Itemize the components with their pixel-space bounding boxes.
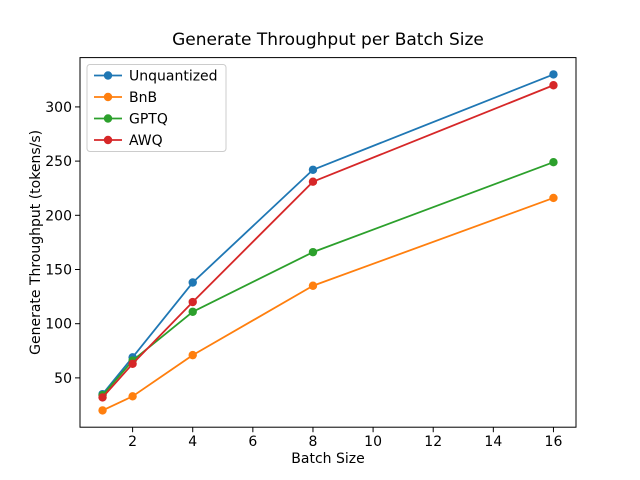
data-point-gptq xyxy=(549,157,558,167)
x-tick-label: 4 xyxy=(188,434,197,450)
legend-label-gptq: GPTQ xyxy=(129,112,168,128)
legend-label-bnb: BnB xyxy=(129,90,157,106)
data-point-bnb xyxy=(549,193,558,203)
data-point-awq xyxy=(128,359,137,368)
data-point-bnb xyxy=(308,281,318,290)
data-point-gptq xyxy=(188,307,197,316)
data-point-awq xyxy=(549,81,558,90)
data-point-bnb xyxy=(128,392,137,401)
x-tick-label: 10 xyxy=(364,434,382,450)
x-tick-label: 16 xyxy=(545,434,563,450)
data-point-bnb xyxy=(98,406,107,415)
legend-marker-bnb xyxy=(103,92,113,102)
series-layer xyxy=(98,70,558,415)
data-point-unquantized xyxy=(549,70,558,79)
data-point-gptq xyxy=(308,247,318,257)
axes-frame xyxy=(79,57,577,428)
data-point-unquantized xyxy=(188,278,197,287)
tick-layer: 2 4 6 8 10 12 14 16 50 100 150 200 250 300 xyxy=(45,100,562,450)
data-point-bnb xyxy=(188,350,197,360)
chart-title: Generate Throughput per Batch Size xyxy=(172,30,484,50)
x-tick-label: 12 xyxy=(424,434,442,450)
y-tick-label: 150 xyxy=(45,262,72,278)
legend: Unquantized BnB GPTQ AWQ xyxy=(86,64,227,152)
x-tick-label: 6 xyxy=(248,434,257,450)
y-tick-label: 250 xyxy=(45,154,72,170)
x-tick-label: 2 xyxy=(128,434,137,450)
y-tick-label: 200 xyxy=(45,208,72,224)
x-tick-label: 8 xyxy=(309,434,318,450)
data-point-unquantized xyxy=(308,165,318,174)
data-point-awq xyxy=(98,393,107,402)
data-point-awq xyxy=(308,177,318,186)
legend-marker-awq xyxy=(103,135,113,145)
x-tick-label: 14 xyxy=(484,434,502,450)
legend-label-unquantized: Unquantized xyxy=(129,69,218,85)
legend-marker-gptq xyxy=(103,114,113,123)
x-axis-label: Batch Size xyxy=(291,451,364,467)
y-axis-label: Generate Throughput (tokens/s) xyxy=(28,130,44,355)
legend-box xyxy=(86,64,227,152)
y-tick-label: 50 xyxy=(54,371,72,387)
legend-label-awq: AWQ xyxy=(129,133,163,149)
y-tick-label: 300 xyxy=(45,100,72,116)
data-point-awq xyxy=(188,297,197,307)
legend-marker-unquantized xyxy=(103,71,113,80)
y-tick-label: 100 xyxy=(45,317,72,333)
